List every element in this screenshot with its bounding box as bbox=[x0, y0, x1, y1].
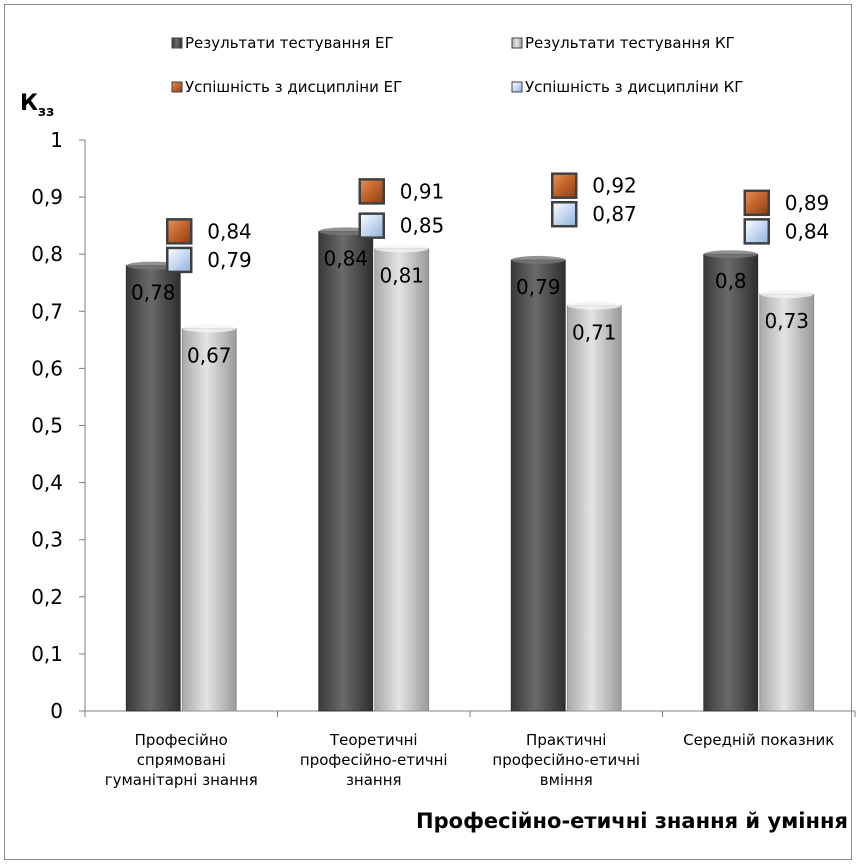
x-axis-title: Професійно-етичні знання й уміння bbox=[416, 809, 848, 833]
category-label: Теоретичні bbox=[329, 731, 418, 749]
legend-label: Успішність з дисципліни КГ bbox=[525, 78, 743, 96]
bar-cap bbox=[703, 250, 758, 259]
legend-swatch bbox=[171, 37, 183, 49]
legend-label: Результати тестування ЕГ bbox=[185, 34, 394, 52]
category-label: гуманітарні знання bbox=[105, 771, 258, 789]
bar bbox=[125, 265, 181, 712]
legend-label: Успішність з дисципліни ЕГ bbox=[185, 78, 402, 96]
y-axis-title: Кзз bbox=[20, 91, 54, 120]
legend-label: Результати тестування КГ bbox=[525, 34, 735, 52]
legend-swatch bbox=[171, 81, 183, 93]
marker-point bbox=[551, 172, 578, 199]
category-label: Професійно bbox=[135, 731, 228, 749]
category-label: спрямовані bbox=[137, 751, 226, 769]
legend-item: Успішність з дисципліни КГ bbox=[511, 78, 743, 96]
bar-data-label: 0,73 bbox=[764, 309, 809, 333]
bar-data-label: 0,84 bbox=[323, 246, 368, 270]
marker-data-label: 0,91 bbox=[400, 179, 445, 203]
bar-data-label: 0,79 bbox=[516, 275, 561, 299]
bar-data-label: 0,8 bbox=[715, 269, 747, 293]
marker-data-label: 0,84 bbox=[785, 219, 830, 243]
legend-item: Успішність з дисципліни ЕГ bbox=[171, 78, 402, 96]
bar-cap bbox=[511, 255, 566, 264]
y-tick-label: 0 bbox=[50, 699, 63, 723]
marker-point bbox=[358, 178, 385, 205]
bar-data-label: 0,81 bbox=[379, 263, 424, 287]
bar bbox=[318, 230, 374, 712]
y-tick-label: 0,1 bbox=[31, 642, 63, 666]
category-label: Середній показник bbox=[683, 731, 834, 749]
legend-swatch bbox=[511, 37, 523, 49]
marker-data-label: 0,84 bbox=[207, 219, 252, 243]
bar-cap bbox=[759, 290, 814, 299]
legend-item: Результати тестування КГ bbox=[511, 34, 735, 52]
y-tick-label: 0,6 bbox=[31, 356, 63, 380]
bar bbox=[759, 293, 815, 712]
marker-point bbox=[551, 200, 578, 228]
legend-item: Результати тестування ЕГ bbox=[171, 34, 394, 52]
bar-cap bbox=[374, 244, 429, 253]
marker-point bbox=[166, 218, 193, 245]
category-label: Практичні bbox=[526, 731, 606, 749]
marker-data-label: 0,89 bbox=[785, 191, 830, 215]
y-tick-label: 0,4 bbox=[31, 471, 63, 495]
y-tick-label: 0,7 bbox=[31, 299, 63, 323]
marker-point bbox=[743, 189, 770, 217]
marker-data-label: 0,92 bbox=[592, 174, 637, 198]
bar bbox=[566, 305, 622, 712]
y-tick-label: 0,8 bbox=[31, 242, 63, 266]
bar bbox=[374, 248, 430, 712]
category-label: вміння bbox=[540, 771, 593, 789]
bar-data-label: 0,78 bbox=[131, 281, 176, 305]
y-tick-label: 0,9 bbox=[31, 185, 63, 209]
marker-point bbox=[358, 212, 385, 239]
y-tick-label: 1 bbox=[50, 128, 63, 152]
bar-data-label: 0,71 bbox=[572, 321, 617, 345]
bar bbox=[510, 259, 566, 712]
category-label: професійно-етичні bbox=[492, 751, 640, 769]
marker-data-label: 0,87 bbox=[592, 202, 637, 226]
bar bbox=[703, 253, 759, 712]
legend-swatch bbox=[511, 81, 523, 93]
y-tick-label: 0,5 bbox=[31, 414, 63, 438]
y-tick-label: 0,2 bbox=[31, 585, 63, 609]
marker-data-label: 0,85 bbox=[400, 214, 445, 238]
bar-cap bbox=[182, 324, 237, 333]
bar bbox=[181, 328, 237, 712]
bar-data-label: 0,67 bbox=[187, 343, 232, 367]
bar-cap bbox=[567, 301, 622, 310]
marker-data-label: 0,79 bbox=[207, 248, 252, 272]
marker-point bbox=[166, 246, 193, 274]
marker-point bbox=[743, 218, 770, 245]
category-label: знання bbox=[346, 771, 402, 789]
y-tick-label: 0,3 bbox=[31, 528, 63, 552]
category-label: професійно-етичні bbox=[300, 751, 448, 769]
